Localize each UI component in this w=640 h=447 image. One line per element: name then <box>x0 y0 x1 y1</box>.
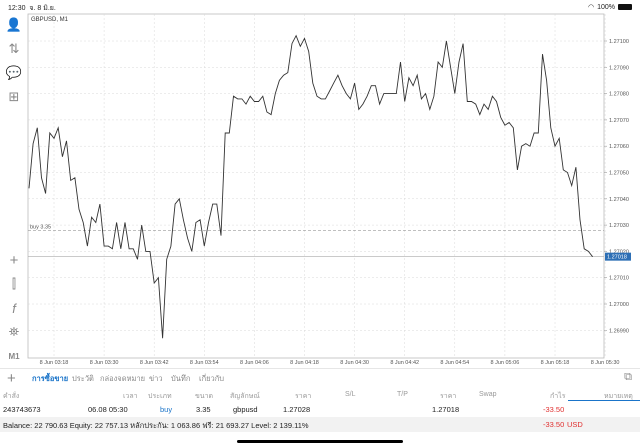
order-current-price: 1.27018 <box>432 405 460 414</box>
timeframe-button[interactable]: M1 <box>8 351 20 361</box>
x-tick-label: 8 Jun 04:06 <box>240 360 269 366</box>
summary-currency: USD <box>567 420 583 429</box>
table-row[interactable]: 243743673 06.08 05:30 buy 3.35 gbpusd 1.… <box>0 402 640 417</box>
x-tick-label: 8 Jun 03:54 <box>190 360 219 366</box>
y-tick-label: 1.27050 <box>609 171 629 177</box>
tab-about[interactable]: เกี่ยวกับ <box>199 374 225 383</box>
price-line <box>28 34 593 339</box>
battery-percent: 100% <box>597 3 615 11</box>
order-symbol: gbpusd <box>233 405 258 414</box>
x-tick-label: 8 Jun 05:30 <box>591 360 620 366</box>
current-price-tag <box>605 252 631 261</box>
add-icon[interactable]: + <box>7 370 16 387</box>
summary-text: Balance: 22 790.63 Equity: 22 757.13 หลั… <box>3 421 309 430</box>
x-tick-label: 8 Jun 04:30 <box>340 360 369 366</box>
status-bar: 12:30 จ. 8 มิ.ย. ◠ 100% <box>0 0 640 13</box>
table-header: คำสั่ง เวลา ประเภท ขนาด สัญลักษณ์ ราคา S… <box>0 388 640 402</box>
battery-icon <box>618 4 632 10</box>
crosshair-icon[interactable]: + <box>9 251 19 269</box>
col-comment[interactable]: หมายเหตุ <box>604 393 633 400</box>
terminal-tabs: + การซื้อขาย ประวัติ กล่องจดหมาย ข่าว บั… <box>0 368 640 387</box>
y-tick-label: 1.27040 <box>609 197 629 203</box>
col-swap[interactable]: Swap <box>479 391 497 398</box>
wifi-icon: ◠ <box>587 4 595 11</box>
x-tick-label: 8 Jun 04:54 <box>440 360 469 366</box>
order-type: buy <box>160 405 173 414</box>
trade-icon[interactable]: ⇅ <box>8 41 20 56</box>
y-tick-label: 1.26990 <box>609 328 629 334</box>
y-tick-label: 1.27000 <box>609 302 629 308</box>
summary-profit: -33.50 <box>543 420 565 429</box>
order-id: 243743673 <box>3 405 41 414</box>
account-icon[interactable]: 👤 <box>5 17 23 32</box>
account-summary: Balance: 22 790.63 Equity: 22 757.13 หลั… <box>0 417 640 432</box>
x-tick-label: 8 Jun 04:42 <box>390 360 419 366</box>
col-time[interactable]: เวลา <box>123 393 138 400</box>
new-order-icon[interactable]: ⊞ <box>8 89 20 104</box>
y-tick-label: 1.27080 <box>609 92 629 98</box>
order-line-label: buy 3.35 <box>30 224 51 230</box>
y-tick-label: 1.27020 <box>609 249 629 255</box>
y-tick-label: 1.27030 <box>609 223 629 229</box>
objects-icon[interactable]: ⛯ <box>8 324 20 339</box>
col-profit[interactable]: กำไร <box>550 393 566 400</box>
order-time: 06.08 05:30 <box>88 405 128 414</box>
indicators-icon[interactable]: f <box>12 300 16 316</box>
status-time: 12:30 จ. 8 มิ.ย. <box>8 5 56 12</box>
chart-title: GBPUSD, M1 <box>31 17 69 23</box>
x-tick-label: 8 Jun 05:18 <box>541 360 570 366</box>
chart-frame <box>27 13 605 359</box>
col-sl[interactable]: S/L <box>345 391 356 398</box>
y-tick-label: 1.27070 <box>609 118 629 124</box>
y-tick-label: 1.27090 <box>609 65 629 71</box>
y-tick-label: 1.27100 <box>609 39 629 45</box>
chart-toolbar: 👤 ⇅ 💬 ⊞ + ⫿ f ⛯ M1 <box>0 14 28 389</box>
col-price[interactable]: ราคา <box>440 393 457 400</box>
column-underline <box>568 400 640 401</box>
tab-news[interactable]: ข่าว <box>149 374 163 383</box>
y-tick-label: 1.27010 <box>609 276 629 282</box>
x-tick-label: 8 Jun 03:18 <box>40 360 69 366</box>
candles-icon[interactable]: ⫿ <box>11 276 17 291</box>
tab-trade[interactable]: การซื้อขาย <box>32 374 69 383</box>
x-tick-label: 8 Jun 04:18 <box>290 360 319 366</box>
col-type[interactable]: ประเภท <box>148 393 172 400</box>
col-open-price[interactable]: ราคา <box>295 393 312 400</box>
x-tick-label: 8 Jun 03:42 <box>140 360 169 366</box>
col-volume[interactable]: ขนาด <box>195 393 214 400</box>
col-symbol[interactable]: สัญลักษณ์ <box>230 393 260 400</box>
order-volume: 3.35 <box>196 405 211 414</box>
tab-history[interactable]: ประวัติ <box>72 374 94 383</box>
col-tp[interactable]: T/P <box>397 391 408 398</box>
col-order[interactable]: คำสั่ง <box>3 393 20 400</box>
order-profit: -33.50 <box>543 405 565 414</box>
current-price-label: 1.27018 <box>607 255 627 261</box>
tab-journal[interactable]: บันทึก <box>171 374 191 383</box>
home-indicator <box>237 440 403 443</box>
x-tick-label: 8 Jun 03:30 <box>90 360 119 366</box>
tab-mailbox[interactable]: กล่องจดหมาย <box>100 374 146 383</box>
chat-icon[interactable]: 💬 <box>5 65 23 80</box>
order-open-price: 1.27028 <box>283 405 311 414</box>
x-tick-label: 8 Jun 05:06 <box>491 360 520 366</box>
y-tick-label: 1.27060 <box>609 144 629 150</box>
layout-icon[interactable]: ⧉ <box>624 371 632 383</box>
